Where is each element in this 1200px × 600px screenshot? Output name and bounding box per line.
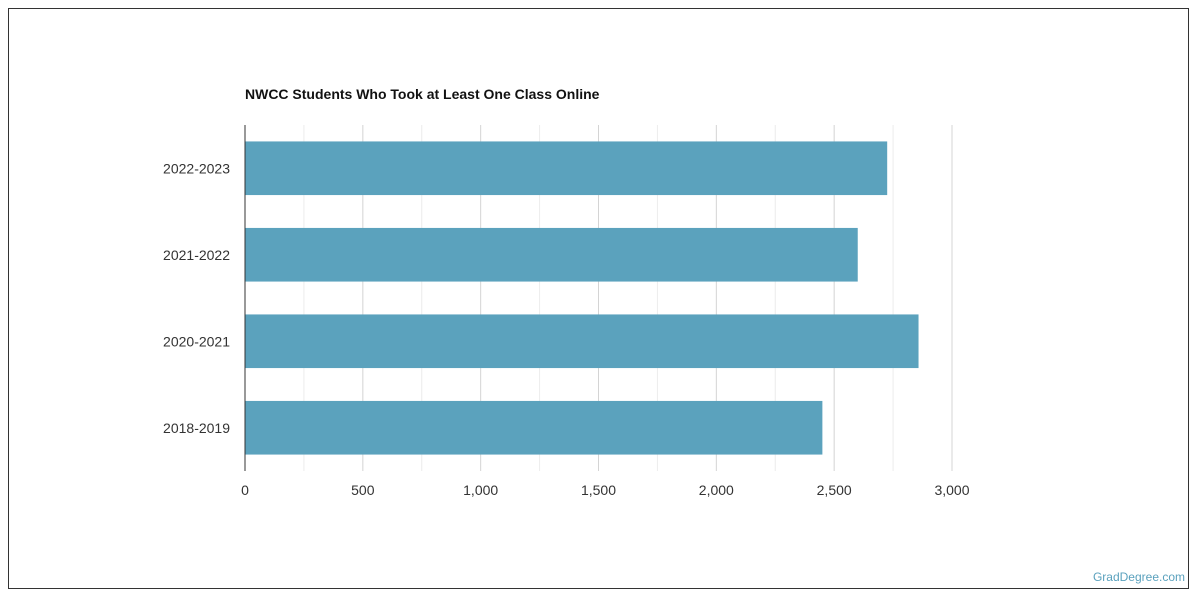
- x-tick-label: 500: [351, 482, 375, 498]
- category-label: 2020-2021: [163, 333, 230, 349]
- category-label: 2021-2022: [163, 247, 230, 263]
- x-tick-label: 1,500: [581, 482, 616, 498]
- bar-2022-2023: [245, 141, 888, 196]
- bar-2018-2019: [245, 400, 823, 455]
- x-tick-label: 1,000: [463, 482, 498, 498]
- x-tick-label: 3,000: [934, 482, 969, 498]
- x-tick-label: 0: [241, 482, 249, 498]
- category-labels: 2022-2023 2021-2022 2020-2021 2018-2019: [163, 160, 230, 436]
- watermark: GradDegree.com: [1092, 570, 1185, 584]
- category-label: 2018-2019: [163, 420, 230, 436]
- bar-2020-2021: [245, 314, 919, 369]
- chart-title: NWCC Students Who Took at Least One Clas…: [245, 86, 600, 102]
- category-label: 2022-2023: [163, 160, 230, 176]
- x-tick-label: 2,000: [699, 482, 734, 498]
- x-tick-label: 2,500: [817, 482, 852, 498]
- x-axis-ticks: 0 500 1,000 1,500 2,000 2,500 3,000: [241, 482, 970, 498]
- bars: [245, 141, 919, 455]
- bar-2021-2022: [245, 227, 858, 282]
